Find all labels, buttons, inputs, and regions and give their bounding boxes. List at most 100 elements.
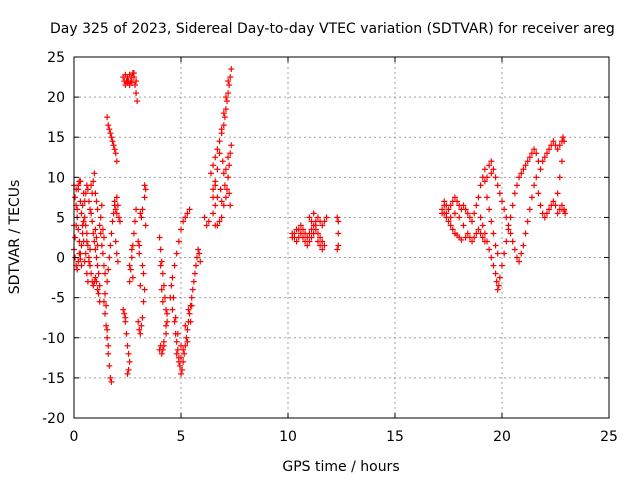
y-tick-label: -20	[42, 411, 65, 427]
data-point	[226, 162, 233, 169]
data-point	[323, 214, 330, 221]
data-point	[543, 210, 550, 217]
data-point	[469, 238, 476, 245]
data-point	[157, 246, 164, 253]
data-point	[133, 206, 140, 213]
data-point	[131, 218, 138, 225]
data-point	[163, 322, 170, 329]
data-point	[226, 190, 233, 197]
data-point	[541, 154, 548, 161]
data-point	[93, 278, 100, 285]
data-point	[522, 230, 529, 237]
data-point	[78, 210, 85, 217]
data-point	[159, 346, 166, 353]
data-point	[317, 234, 324, 241]
data-point	[74, 266, 81, 273]
data-point	[170, 294, 177, 301]
data-point	[188, 302, 195, 309]
data-point	[79, 202, 86, 209]
data-point	[164, 310, 171, 317]
data-point	[212, 222, 219, 229]
data-point	[84, 242, 91, 249]
data-point	[179, 366, 186, 373]
data-point	[462, 206, 469, 213]
data-point	[126, 358, 133, 365]
data-point	[312, 222, 319, 229]
data-point	[111, 146, 118, 153]
x-tick-label: 15	[386, 429, 404, 445]
data-point	[526, 154, 533, 161]
data-point	[81, 214, 88, 221]
data-point	[220, 122, 227, 129]
data-point	[133, 90, 140, 97]
data-point	[174, 330, 181, 337]
data-point	[102, 310, 109, 317]
data-point	[103, 302, 110, 309]
data-point	[164, 318, 171, 325]
data-point	[121, 310, 128, 317]
data-point	[178, 370, 184, 377]
data-point	[197, 258, 204, 265]
data-point	[308, 234, 315, 241]
x-tick-label: 20	[493, 429, 511, 445]
data-point	[475, 194, 482, 201]
data-point	[546, 206, 553, 213]
data-point	[178, 226, 184, 233]
data-point	[182, 322, 189, 329]
data-point	[289, 234, 296, 241]
data-point	[83, 270, 90, 277]
data-point	[94, 262, 101, 269]
data-point	[189, 286, 196, 293]
data-point	[212, 202, 219, 209]
data-point	[558, 158, 565, 165]
data-point	[499, 198, 505, 205]
data-point	[120, 306, 127, 313]
data-point	[484, 174, 491, 181]
data-point	[304, 242, 311, 249]
data-point	[125, 350, 132, 357]
data-point	[134, 98, 141, 105]
data-point	[139, 314, 146, 321]
data-point	[528, 194, 535, 201]
data-point	[112, 238, 119, 245]
data-point	[84, 278, 91, 285]
data-point	[104, 278, 111, 285]
data-point	[91, 170, 98, 177]
data-point	[490, 166, 497, 173]
data-point	[136, 326, 143, 333]
data-point	[174, 346, 181, 353]
data-point	[160, 282, 167, 289]
data-point	[222, 94, 229, 101]
data-point	[210, 162, 217, 169]
data-point	[103, 322, 110, 329]
data-point	[221, 182, 228, 189]
data-point	[558, 202, 565, 209]
data-point	[220, 202, 227, 209]
data-point	[114, 202, 121, 209]
data-point	[511, 190, 518, 197]
data-point	[319, 246, 326, 253]
data-point	[184, 338, 191, 345]
data-point	[225, 90, 232, 97]
data-point	[108, 230, 115, 237]
data-point	[171, 318, 178, 325]
data-point	[293, 238, 300, 245]
data-point	[492, 242, 499, 249]
data-point	[77, 256, 84, 263]
data-point	[473, 202, 480, 209]
data-point	[221, 114, 228, 121]
data-point	[488, 218, 495, 225]
data-point	[218, 198, 225, 205]
data-point	[535, 190, 542, 197]
data-point	[85, 258, 92, 265]
data-point	[335, 218, 342, 225]
data-point	[314, 214, 321, 221]
data-point	[495, 282, 502, 289]
data-point	[501, 250, 508, 257]
data-point	[524, 158, 531, 165]
data-point	[516, 258, 523, 265]
data-point	[554, 146, 561, 153]
data-point	[484, 238, 491, 245]
data-point	[96, 222, 103, 229]
